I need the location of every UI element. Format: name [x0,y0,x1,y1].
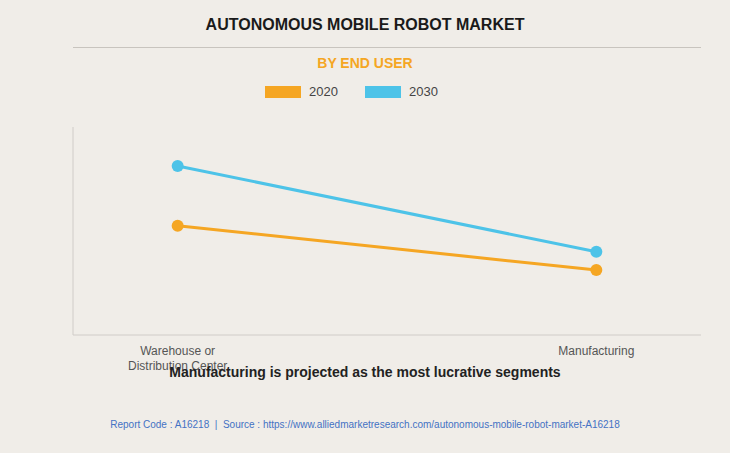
legend-label: 2030 [409,84,438,99]
subtitle: BY END USER [317,55,412,71]
point [590,246,602,258]
background [0,0,730,453]
separator [73,47,701,48]
legend-swatch [265,86,301,98]
point [172,220,184,232]
legend: 2020 2030 [265,84,438,99]
series-line [178,166,597,252]
x-tick-label: Manufacturing [558,344,634,358]
point [590,264,602,276]
x-axis-line [73,335,701,336]
caption: Manufacturing is projected as the most l… [169,364,561,380]
x-tick-label-line: Manufacturing [558,344,634,358]
series-line [178,226,597,270]
y-axis-line [73,127,74,335]
source: Report Code : A16218 | Source : https://… [110,419,620,430]
legend-swatch [365,86,401,98]
point [172,160,184,172]
legend-label: 2020 [309,84,338,99]
marks [172,160,603,276]
title: AUTONOMOUS MOBILE ROBOT MARKET [206,16,525,33]
x-tick-label-line: Warehouse or [140,344,215,358]
chart: AUTONOMOUS MOBILE ROBOT MARKET BY END USE… [0,0,730,453]
